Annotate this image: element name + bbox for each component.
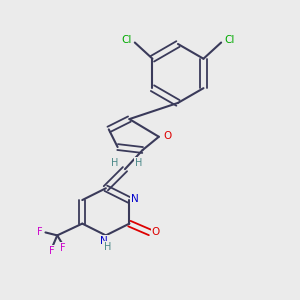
Text: Cl: Cl [224,34,235,45]
Text: H: H [134,158,142,168]
Text: N: N [100,236,108,246]
Text: H: H [111,158,118,168]
Text: F: F [49,246,54,256]
Text: F: F [38,226,43,237]
Text: F: F [60,243,66,253]
Text: Cl: Cl [122,34,132,45]
Text: N: N [131,194,139,204]
Text: O: O [164,131,172,141]
Text: H: H [103,242,111,252]
Text: O: O [152,226,160,237]
